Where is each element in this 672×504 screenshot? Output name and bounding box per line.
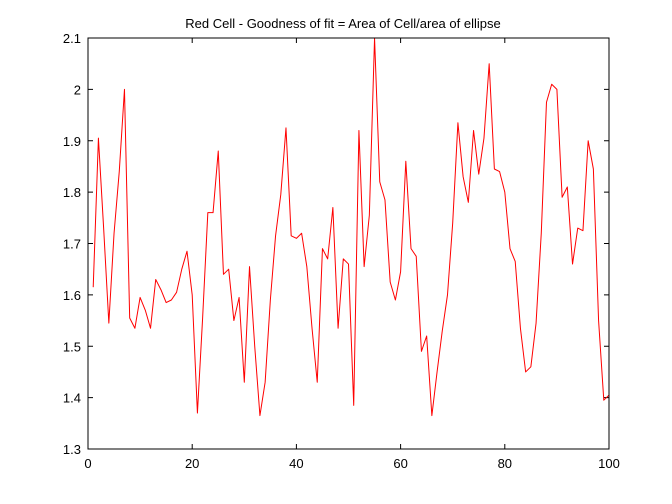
x-tick-labels: 0 20 40 60 80 100 xyxy=(84,456,619,471)
y-tick-label: 1.3 xyxy=(63,442,81,457)
x-tick-label: 80 xyxy=(498,456,512,471)
y-tick-label: 1.6 xyxy=(63,288,81,303)
y-tick-labels: 1.3 1.4 1.5 1.6 1.7 1.8 1.9 2 2.1 xyxy=(63,31,81,457)
series-group xyxy=(92,37,610,417)
y-tick-label: 1.5 xyxy=(63,339,81,354)
y-tick-label: 1.9 xyxy=(63,134,81,149)
y-tick-label: 1.8 xyxy=(63,185,81,200)
x-tick-label: 40 xyxy=(289,456,303,471)
y-tick-label: 1.7 xyxy=(63,237,81,252)
y-tick-label: 2 xyxy=(74,82,81,97)
series-line xyxy=(92,37,610,417)
x-tick-label: 60 xyxy=(393,456,407,471)
x-tick-label: 0 xyxy=(84,456,91,471)
x-tick-label: 20 xyxy=(185,456,199,471)
plot-area-frame xyxy=(87,37,610,450)
chart-title: Red Cell - Goodness of fit = Area of Cel… xyxy=(185,16,500,31)
x-tick-label: 100 xyxy=(598,456,620,471)
y-tick-label: 1.4 xyxy=(63,391,81,406)
y-tick-label: 2.1 xyxy=(63,31,81,46)
